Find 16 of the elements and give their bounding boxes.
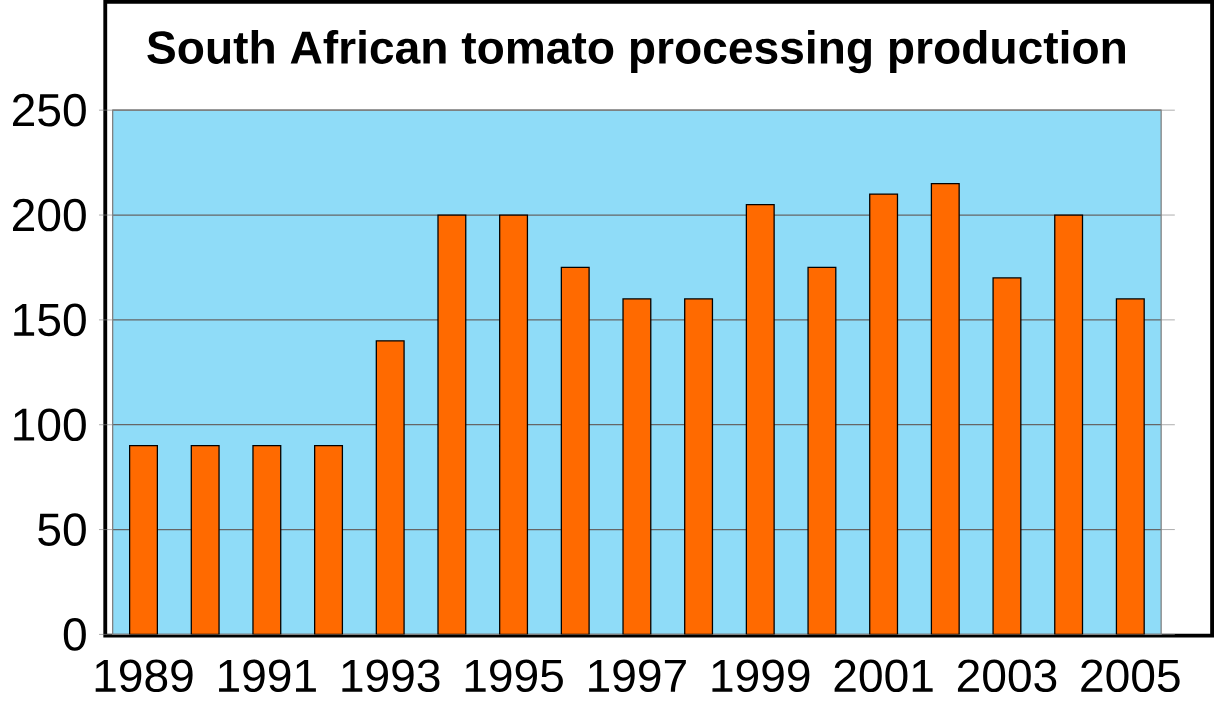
x-tick-label: 1995 <box>465 659 563 693</box>
y-tick-label: 200 <box>12 198 86 232</box>
x-tick-label: 1997 <box>589 659 686 693</box>
y-tick-label: 250 <box>12 93 86 127</box>
x-tick-label: 1999 <box>712 659 810 693</box>
x-tick-label: 2003 <box>957 659 1057 693</box>
x-tick-label: 2001 <box>834 659 933 693</box>
y-tick-label: 50 <box>38 513 86 547</box>
x-tick-label: 1989 <box>95 659 193 693</box>
x-tick-label: 2005 <box>1081 659 1180 693</box>
x-tick-label: 1991 <box>219 659 316 693</box>
x-tick-label: 1993 <box>342 659 440 693</box>
y-tick-label: 100 <box>14 408 86 442</box>
chart-title: South African tomato processing production <box>147 30 1125 74</box>
y-tick-label: 150 <box>14 303 86 337</box>
y-tick-label: 0 <box>63 618 86 651</box>
